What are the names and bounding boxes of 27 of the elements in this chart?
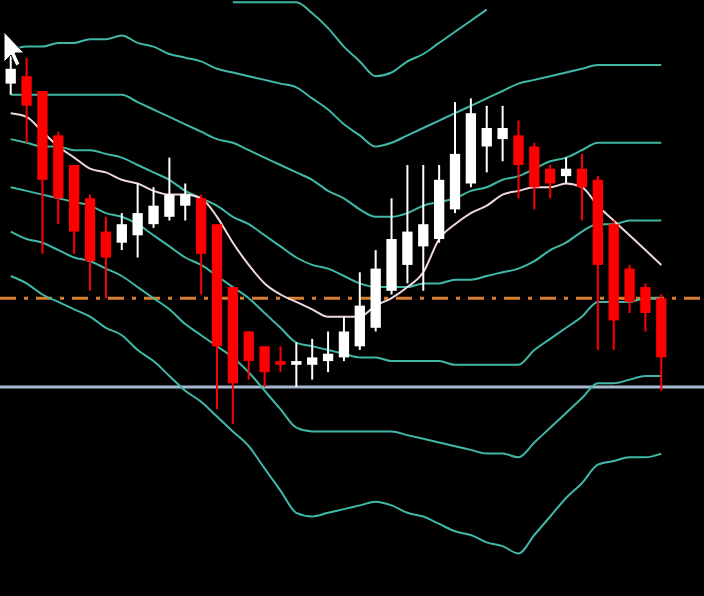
candlestick <box>243 330 254 381</box>
candlestick <box>545 164 556 200</box>
candlestick <box>402 164 413 285</box>
candlestick <box>529 141 540 211</box>
candlestick <box>164 156 175 222</box>
candlestick <box>291 341 302 388</box>
candlestick <box>338 315 350 363</box>
candlestick <box>640 282 651 333</box>
candlestick <box>307 337 318 381</box>
candlestick <box>481 104 492 174</box>
candlestick <box>497 104 508 163</box>
candlestick <box>275 345 286 374</box>
candlestick <box>513 119 524 200</box>
candlestick <box>21 56 32 144</box>
candlestick <box>576 152 588 222</box>
candlestick <box>5 53 16 96</box>
candlestick <box>354 271 365 351</box>
candlestick <box>418 164 429 292</box>
candlestick <box>116 212 127 252</box>
candlestick <box>560 156 572 185</box>
candlestick <box>180 182 191 222</box>
candlestick <box>148 186 159 229</box>
candlestick <box>132 182 143 259</box>
candlestick <box>259 345 270 388</box>
candlestick <box>322 330 334 374</box>
candlestick <box>100 215 112 300</box>
candlestick <box>624 263 635 314</box>
